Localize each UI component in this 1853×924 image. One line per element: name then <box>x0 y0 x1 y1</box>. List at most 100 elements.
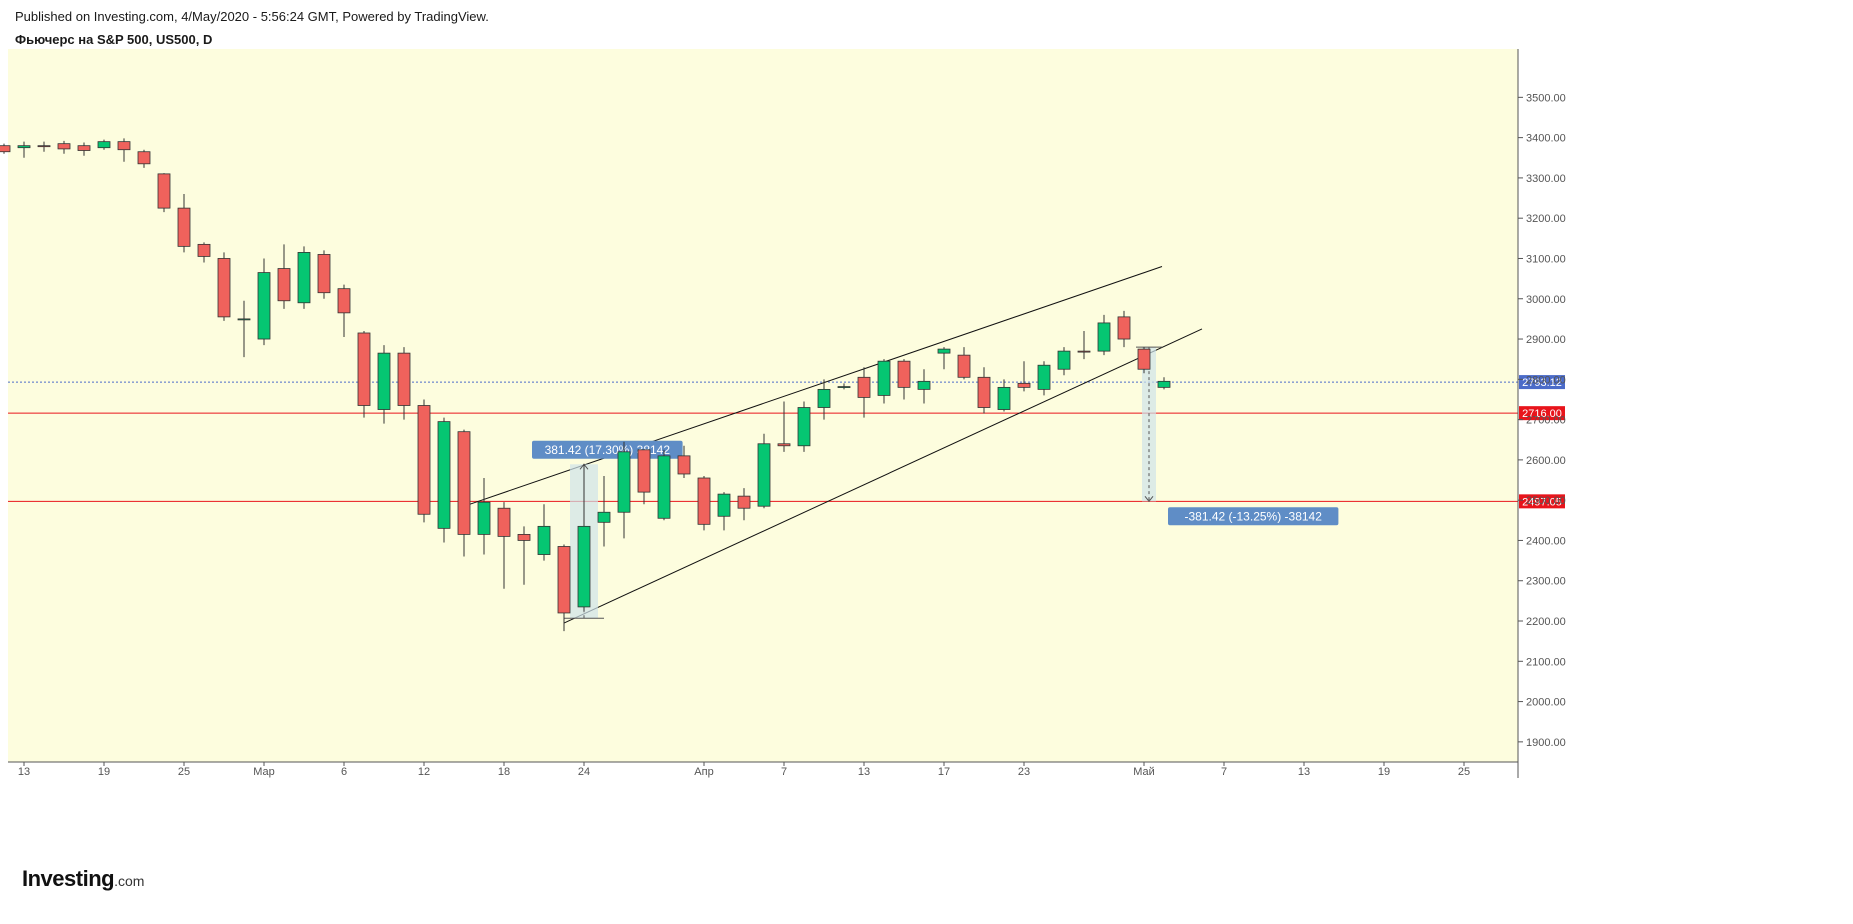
candle-body <box>277 268 291 302</box>
y-tick-label: 2100.00 <box>1526 656 1566 668</box>
candle-body <box>217 258 231 318</box>
investing-logo: Investing.com <box>22 866 144 892</box>
y-tick-label: 3400.00 <box>1526 133 1566 145</box>
x-tick-label: 25 <box>178 766 190 778</box>
candle-body <box>37 145 51 148</box>
candle-body <box>517 534 531 541</box>
y-tick-label: 2400.00 <box>1526 535 1566 547</box>
y-tick-label: 3100.00 <box>1526 253 1566 265</box>
measure-label-box <box>1168 507 1339 526</box>
candle-body <box>297 252 311 304</box>
candle-body <box>177 207 191 247</box>
candle-body <box>997 386 1011 410</box>
candle-body <box>637 449 651 493</box>
x-tick-label: Мар <box>253 766 275 778</box>
candle-body <box>1057 350 1071 370</box>
x-tick-label: 6 <box>341 766 347 778</box>
x-tick-label: 23 <box>1018 766 1030 778</box>
measure-label: -381.42 (-13.25%) -38142 <box>1184 509 1322 523</box>
candle-body <box>877 360 891 396</box>
x-tick-label: 12 <box>418 766 430 778</box>
symbol-title: Фьючерс на S&P 500, US500, D <box>15 32 213 47</box>
candle-body <box>777 443 791 447</box>
candle-body <box>857 376 871 398</box>
y-tick-label: 3500.00 <box>1526 92 1566 104</box>
candle-body <box>617 451 631 513</box>
candle-body <box>1117 316 1131 340</box>
candle-body <box>537 525 551 555</box>
candle-body <box>1077 350 1091 353</box>
candle-body <box>457 431 471 535</box>
y-tick-label: 2600.00 <box>1526 455 1566 467</box>
published-caption: Published on Investing.com, 4/May/2020 -… <box>15 9 489 24</box>
y-tick-label: 2800.00 <box>1526 374 1566 386</box>
price-label: 2793.12 <box>1522 377 1562 389</box>
candle-body <box>417 405 431 515</box>
candle-body <box>257 272 271 340</box>
candle-body <box>917 380 931 390</box>
y-tick-label: 3000.00 <box>1526 294 1566 306</box>
price-label: 2497.05 <box>1522 496 1562 508</box>
price-label: 2716.00 <box>1522 408 1562 420</box>
price-label-badge <box>1519 406 1565 421</box>
y-tick-label: 2500.00 <box>1526 495 1566 507</box>
candle-body <box>1017 382 1031 388</box>
candle-body <box>737 495 751 509</box>
x-tick-label: Апр <box>694 766 713 778</box>
x-tick-label: 19 <box>1378 766 1390 778</box>
candle-body <box>337 288 351 314</box>
candle-body <box>317 254 331 294</box>
y-tick-label: 2300.00 <box>1526 576 1566 588</box>
candle-body <box>817 388 831 408</box>
x-tick-label: 13 <box>858 766 870 778</box>
candle-body <box>437 421 451 529</box>
y-tick-label: 2000.00 <box>1526 697 1566 709</box>
candle-body <box>477 501 491 535</box>
candle-body <box>17 145 31 149</box>
candle-body <box>1097 322 1111 352</box>
y-tick-label: 3300.00 <box>1526 173 1566 185</box>
y-tick-label: 2200.00 <box>1526 616 1566 628</box>
candle-body <box>697 477 711 525</box>
candle-body <box>797 407 811 447</box>
candle-body <box>557 546 571 614</box>
candle-body <box>157 173 171 209</box>
x-tick-label: 18 <box>498 766 510 778</box>
candle-body <box>937 348 951 354</box>
candle-body <box>357 332 371 406</box>
y-tick-label: 1900.00 <box>1526 737 1566 749</box>
candle-body <box>897 360 911 388</box>
x-tick-label: 13 <box>18 766 30 778</box>
price-label-badge <box>1519 494 1565 509</box>
candle-body <box>197 243 211 257</box>
y-tick-label: 2700.00 <box>1526 415 1566 427</box>
logo-suffix: .com <box>114 873 145 889</box>
y-tick-label: 3200.00 <box>1526 213 1566 225</box>
x-tick-label: 13 <box>1298 766 1310 778</box>
candle-body <box>77 145 91 151</box>
candle-body <box>1157 380 1171 388</box>
candle-body <box>137 151 151 165</box>
x-tick-label: 24 <box>578 766 590 778</box>
candle-body <box>97 141 111 149</box>
measure-label: 381.42 (17.30%) 38142 <box>545 443 671 457</box>
candle-body <box>957 354 971 378</box>
plot-background[interactable] <box>8 49 1518 762</box>
candle-body <box>0 145 11 153</box>
trend-line <box>563 328 1203 624</box>
candle-body <box>657 455 671 519</box>
measure-arrowhead <box>1144 496 1154 503</box>
x-tick-label: 19 <box>98 766 110 778</box>
x-tick-label: 7 <box>1221 766 1227 778</box>
candle-body <box>837 386 851 388</box>
candle-body <box>597 511 611 523</box>
candle-body <box>497 507 511 537</box>
measure-range-fill <box>1142 347 1156 502</box>
candle-body <box>977 376 991 408</box>
x-tick-label: 17 <box>938 766 950 778</box>
price-label-badge <box>1519 375 1565 390</box>
candle-body <box>677 455 691 475</box>
candle-body <box>117 141 131 151</box>
x-tick-label: 7 <box>781 766 787 778</box>
